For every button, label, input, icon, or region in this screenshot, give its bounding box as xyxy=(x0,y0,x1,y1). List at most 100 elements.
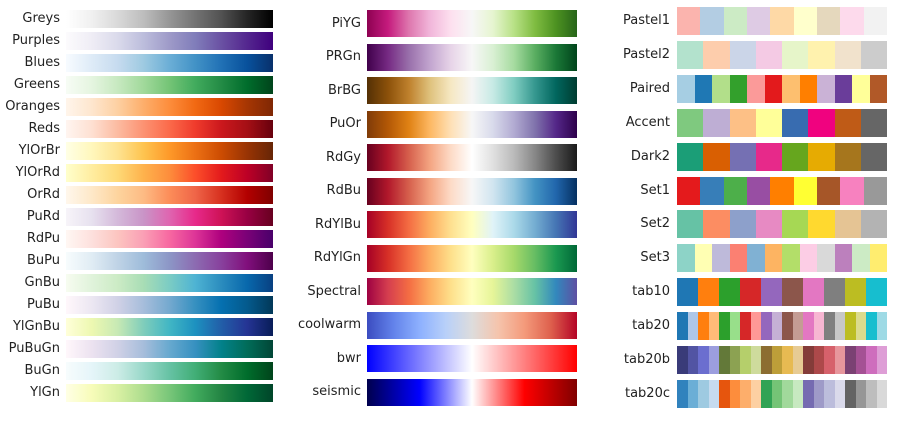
color-swatch xyxy=(845,379,856,408)
color-swatch xyxy=(793,7,817,35)
color-swatch xyxy=(852,74,870,103)
colormap-bar-bwr xyxy=(367,345,577,372)
color-swatch xyxy=(729,74,747,103)
color-swatch xyxy=(677,278,698,307)
color-swatch xyxy=(808,142,835,171)
color-swatch xyxy=(677,7,701,35)
color-swatch xyxy=(824,346,835,374)
color-swatch xyxy=(816,176,841,205)
color-swatch xyxy=(860,210,887,239)
color-swatch xyxy=(860,40,887,69)
color-swatch xyxy=(761,278,782,307)
color-swatch xyxy=(694,74,712,103)
color-swatch xyxy=(723,176,747,205)
colormap-label: Greens xyxy=(13,77,60,92)
color-swatch xyxy=(750,346,761,374)
color-swatch xyxy=(808,40,835,69)
color-swatch xyxy=(792,346,803,374)
colormap-bar-RdYlBu xyxy=(367,211,577,238)
color-swatch xyxy=(834,108,861,137)
color-swatch xyxy=(782,278,803,307)
colormap-label: bwr xyxy=(336,350,361,366)
colormap-label: Greys xyxy=(22,11,60,26)
colormap-bar-YlGnBu xyxy=(66,318,273,336)
color-swatch xyxy=(813,346,824,374)
colormap-label: PuBu xyxy=(26,297,60,312)
color-swatch xyxy=(863,176,887,205)
color-swatch xyxy=(793,176,817,205)
colormap-label: tab20c xyxy=(624,385,670,401)
color-swatch xyxy=(840,7,864,35)
color-swatch xyxy=(852,244,870,273)
color-swatch xyxy=(770,176,794,205)
color-swatch xyxy=(687,379,698,408)
colormap-bar-PRGn xyxy=(367,43,577,71)
color-swatch xyxy=(740,278,761,307)
color-swatch xyxy=(799,74,817,103)
colormap-bar-RdBu xyxy=(367,177,577,205)
color-swatch xyxy=(834,74,852,103)
color-swatch xyxy=(817,244,835,273)
colormap-label: YlOrRd xyxy=(15,165,60,180)
colormap-label: OrRd xyxy=(27,187,60,202)
color-swatch xyxy=(855,346,866,374)
colormap-bar-Blues xyxy=(66,54,273,72)
colormap-label: RdBu xyxy=(326,183,361,198)
color-swatch xyxy=(729,346,740,374)
color-swatch xyxy=(876,379,887,408)
colormap-bar-Accent xyxy=(677,108,887,137)
colormap-label: YlGn xyxy=(30,385,60,400)
color-swatch xyxy=(755,40,782,69)
colormap-bar-BrBG xyxy=(367,77,577,104)
color-swatch xyxy=(803,346,814,374)
colormap-label: Pastel2 xyxy=(623,46,670,62)
colormap-bar-Pastel2 xyxy=(677,40,887,69)
color-swatch xyxy=(869,244,887,273)
colormap-bar-YlOrBr xyxy=(66,142,273,160)
colormap-label: Paired xyxy=(629,80,670,96)
colormap-label: BuPu xyxy=(26,253,60,268)
colormap-label: RdGy xyxy=(325,149,361,165)
colormap-bar-PuOr xyxy=(367,110,577,138)
color-swatch xyxy=(834,379,845,408)
color-swatch xyxy=(824,278,845,307)
colormap-bar-RdYlGn xyxy=(367,244,577,272)
color-swatch xyxy=(729,40,756,69)
colormap-label: Set1 xyxy=(640,182,670,198)
color-swatch xyxy=(782,142,809,171)
colormap-bar-Pastel1 xyxy=(677,7,887,35)
colormap-bar-tab20 xyxy=(677,312,887,341)
color-swatch xyxy=(712,244,730,273)
colormap-bar-RdPu xyxy=(66,230,273,248)
colormap-label: PuRd xyxy=(26,209,60,224)
color-swatch xyxy=(866,312,877,341)
color-swatch xyxy=(719,379,730,408)
color-swatch xyxy=(845,278,866,307)
colormap-label: RdPu xyxy=(26,231,60,246)
color-swatch xyxy=(700,7,724,35)
color-swatch xyxy=(750,379,761,408)
color-swatch xyxy=(677,108,704,137)
colormap-label: PRGn xyxy=(325,49,361,64)
color-swatch xyxy=(799,244,817,273)
color-swatch xyxy=(729,142,756,171)
colormap-label: tab10 xyxy=(632,284,670,300)
color-swatch xyxy=(747,74,765,103)
color-swatch xyxy=(729,210,756,239)
color-swatch xyxy=(808,108,835,137)
colormap-bar-BuPu xyxy=(66,252,273,270)
color-swatch xyxy=(729,312,740,341)
colormap-label: YlOrBr xyxy=(18,143,60,158)
color-swatch xyxy=(703,108,730,137)
color-swatch xyxy=(803,278,824,307)
colormap-bar-tab10 xyxy=(677,278,887,307)
colormap-label: coolwarm xyxy=(297,317,361,332)
colormap-label: YlGnBu xyxy=(12,319,60,334)
color-swatch xyxy=(817,74,835,103)
color-swatch xyxy=(816,7,841,35)
color-swatch xyxy=(834,346,845,374)
color-swatch xyxy=(703,40,730,69)
colormap-label: BuGn xyxy=(24,363,60,378)
colormap-bar-YlOrRd xyxy=(66,164,273,182)
color-swatch xyxy=(719,312,730,341)
